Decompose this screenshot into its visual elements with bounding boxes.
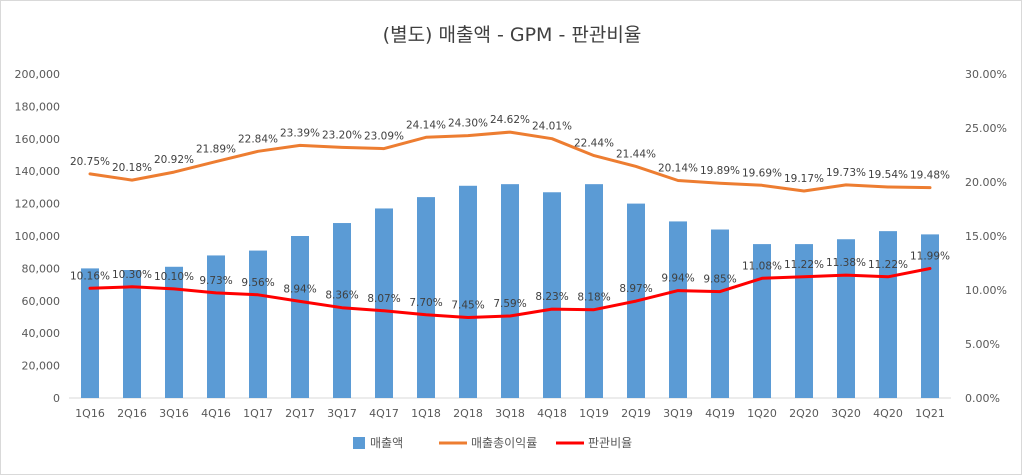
sga-ratio-data-label: 8.07% bbox=[367, 293, 400, 305]
x-axis-tick-label: 1Q16 bbox=[75, 407, 105, 420]
x-axis-tick-label: 4Q17 bbox=[369, 407, 399, 420]
x-axis-tick-label: 4Q18 bbox=[537, 407, 567, 420]
gpm-data-label: 20.18% bbox=[112, 162, 152, 174]
gpm-data-label: 23.09% bbox=[364, 131, 404, 143]
legend: 매출액 매출총이익률 판관비율 bbox=[353, 436, 632, 450]
x-axis-tick-label: 2Q19 bbox=[621, 407, 651, 420]
x-axis-tick-label: 1Q17 bbox=[243, 407, 273, 420]
x-axis-tick-label: 3Q18 bbox=[495, 407, 525, 420]
bar bbox=[879, 231, 897, 398]
gpm-data-label: 19.54% bbox=[868, 169, 908, 181]
gpm-data-label: 24.62% bbox=[490, 114, 530, 126]
x-axis-tick-label: 4Q20 bbox=[873, 407, 903, 420]
gpm-data-label: 22.84% bbox=[238, 133, 278, 145]
sga-ratio-data-label: 9.94% bbox=[661, 273, 694, 285]
gpm-data-label: 21.44% bbox=[616, 148, 656, 160]
bar bbox=[501, 184, 519, 398]
gpm-data-label: 24.14% bbox=[406, 119, 446, 131]
gpm-data-label: 24.30% bbox=[448, 118, 488, 130]
x-axis-tick-label: 1Q20 bbox=[747, 407, 777, 420]
sga-ratio-data-label: 11.22% bbox=[868, 259, 908, 271]
sga-ratio-data-label: 10.16% bbox=[70, 270, 110, 282]
x-axis-tick-label: 2Q17 bbox=[285, 407, 315, 420]
bar bbox=[711, 230, 729, 398]
x-axis-tick-label: 3Q16 bbox=[159, 407, 189, 420]
legend-label: 매출총이익률 bbox=[471, 436, 537, 450]
bar bbox=[459, 186, 477, 398]
left-axis-tick-label: 100,000 bbox=[15, 230, 61, 243]
left-axis-tick-label: 140,000 bbox=[15, 165, 61, 178]
x-axis-tick-label: 2Q20 bbox=[789, 407, 819, 420]
sga-ratio-data-label: 8.18% bbox=[577, 292, 610, 304]
sga-ratio-data-label: 11.22% bbox=[784, 259, 824, 271]
gpm-data-label: 22.44% bbox=[574, 138, 614, 150]
legend-label: 판관비율 bbox=[588, 436, 632, 450]
right-axis-tick-label: 5.00% bbox=[965, 338, 1000, 351]
x-axis-tick-label: 2Q18 bbox=[453, 407, 483, 420]
sga-ratio-data-label: 7.45% bbox=[451, 300, 484, 312]
gpm-data-label: 19.17% bbox=[784, 173, 824, 185]
sga-ratio-data-label: 7.59% bbox=[493, 298, 526, 310]
x-axis-tick-label: 1Q18 bbox=[411, 407, 441, 420]
sga-ratio-data-label: 7.70% bbox=[409, 297, 442, 309]
chart-title: (별도) 매출액 - GPM - 판관비율 bbox=[383, 24, 642, 46]
sga-ratio-data-label: 11.08% bbox=[742, 260, 782, 272]
bar bbox=[291, 236, 309, 398]
legend-swatch-bar bbox=[353, 437, 365, 449]
right-axis-tick-label: 0.00% bbox=[965, 392, 1000, 405]
left-axis-tick-label: 200,000 bbox=[15, 68, 61, 81]
gpm-data-label: 24.01% bbox=[532, 121, 572, 133]
gpm-data-label: 20.14% bbox=[658, 162, 698, 174]
left-axis-tick-label: 60,000 bbox=[22, 295, 61, 308]
bar bbox=[123, 270, 141, 398]
bar bbox=[669, 221, 687, 398]
sga-ratio-data-label: 8.94% bbox=[283, 283, 316, 295]
left-axis-tick-label: 20,000 bbox=[22, 360, 61, 373]
right-axis-tick-label: 25.00% bbox=[965, 122, 1007, 135]
x-axis-tick-label: 3Q20 bbox=[831, 407, 861, 420]
legend-label: 매출액 bbox=[370, 436, 403, 450]
left-axis-tick-label: 120,000 bbox=[15, 198, 61, 211]
bar bbox=[165, 267, 183, 398]
gpm-data-label: 23.39% bbox=[280, 127, 320, 139]
x-axis-tick-label: 4Q19 bbox=[705, 407, 735, 420]
gpm-data-label: 23.20% bbox=[322, 129, 362, 141]
x-axis-tick-label: 2Q16 bbox=[117, 407, 147, 420]
sga-ratio-data-label: 11.38% bbox=[826, 257, 866, 269]
x-axis-tick-label: 1Q19 bbox=[579, 407, 609, 420]
gpm-data-label: 20.75% bbox=[70, 156, 110, 168]
sga-ratio-data-label: 11.99% bbox=[910, 251, 950, 263]
right-axis-tick-label: 15.00% bbox=[965, 230, 1007, 243]
x-axis-tick-label: 1Q21 bbox=[915, 407, 945, 420]
x-axis-tick-label: 3Q17 bbox=[327, 407, 357, 420]
sga-ratio-data-label: 9.56% bbox=[241, 277, 274, 289]
left-axis-tick-label: 0 bbox=[53, 392, 60, 405]
right-axis-tick-label: 30.00% bbox=[965, 68, 1007, 81]
sga-ratio-data-label: 9.73% bbox=[199, 275, 232, 287]
gpm-data-label: 19.89% bbox=[700, 165, 740, 177]
left-axis-tick-label: 160,000 bbox=[15, 133, 61, 146]
bar bbox=[249, 251, 267, 398]
sga-ratio-data-label: 10.30% bbox=[112, 269, 152, 281]
right-axis-tick-label: 20.00% bbox=[965, 176, 1007, 189]
left-axis-tick-label: 80,000 bbox=[22, 262, 61, 275]
sga-ratio-data-label: 10.10% bbox=[154, 271, 194, 283]
x-axis-tick-label: 4Q16 bbox=[201, 407, 231, 420]
sga-ratio-data-label: 8.23% bbox=[535, 291, 568, 303]
x-axis-tick-label: 3Q19 bbox=[663, 407, 693, 420]
bar bbox=[333, 223, 351, 398]
gpm-data-label: 19.48% bbox=[910, 170, 950, 182]
gpm-data-label: 20.92% bbox=[154, 154, 194, 166]
sga-ratio-data-label: 9.85% bbox=[703, 274, 736, 286]
gpm-data-label: 19.73% bbox=[826, 167, 866, 179]
left-axis-tick-label: 180,000 bbox=[15, 100, 61, 113]
left-axis-tick-label: 40,000 bbox=[22, 327, 61, 340]
gpm-data-label: 19.69% bbox=[742, 167, 782, 179]
gpm-data-label: 21.89% bbox=[196, 144, 236, 156]
sga-ratio-data-label: 8.36% bbox=[325, 290, 358, 302]
sga-ratio-data-label: 8.97% bbox=[619, 283, 652, 295]
right-axis-tick-label: 10.00% bbox=[965, 284, 1007, 297]
